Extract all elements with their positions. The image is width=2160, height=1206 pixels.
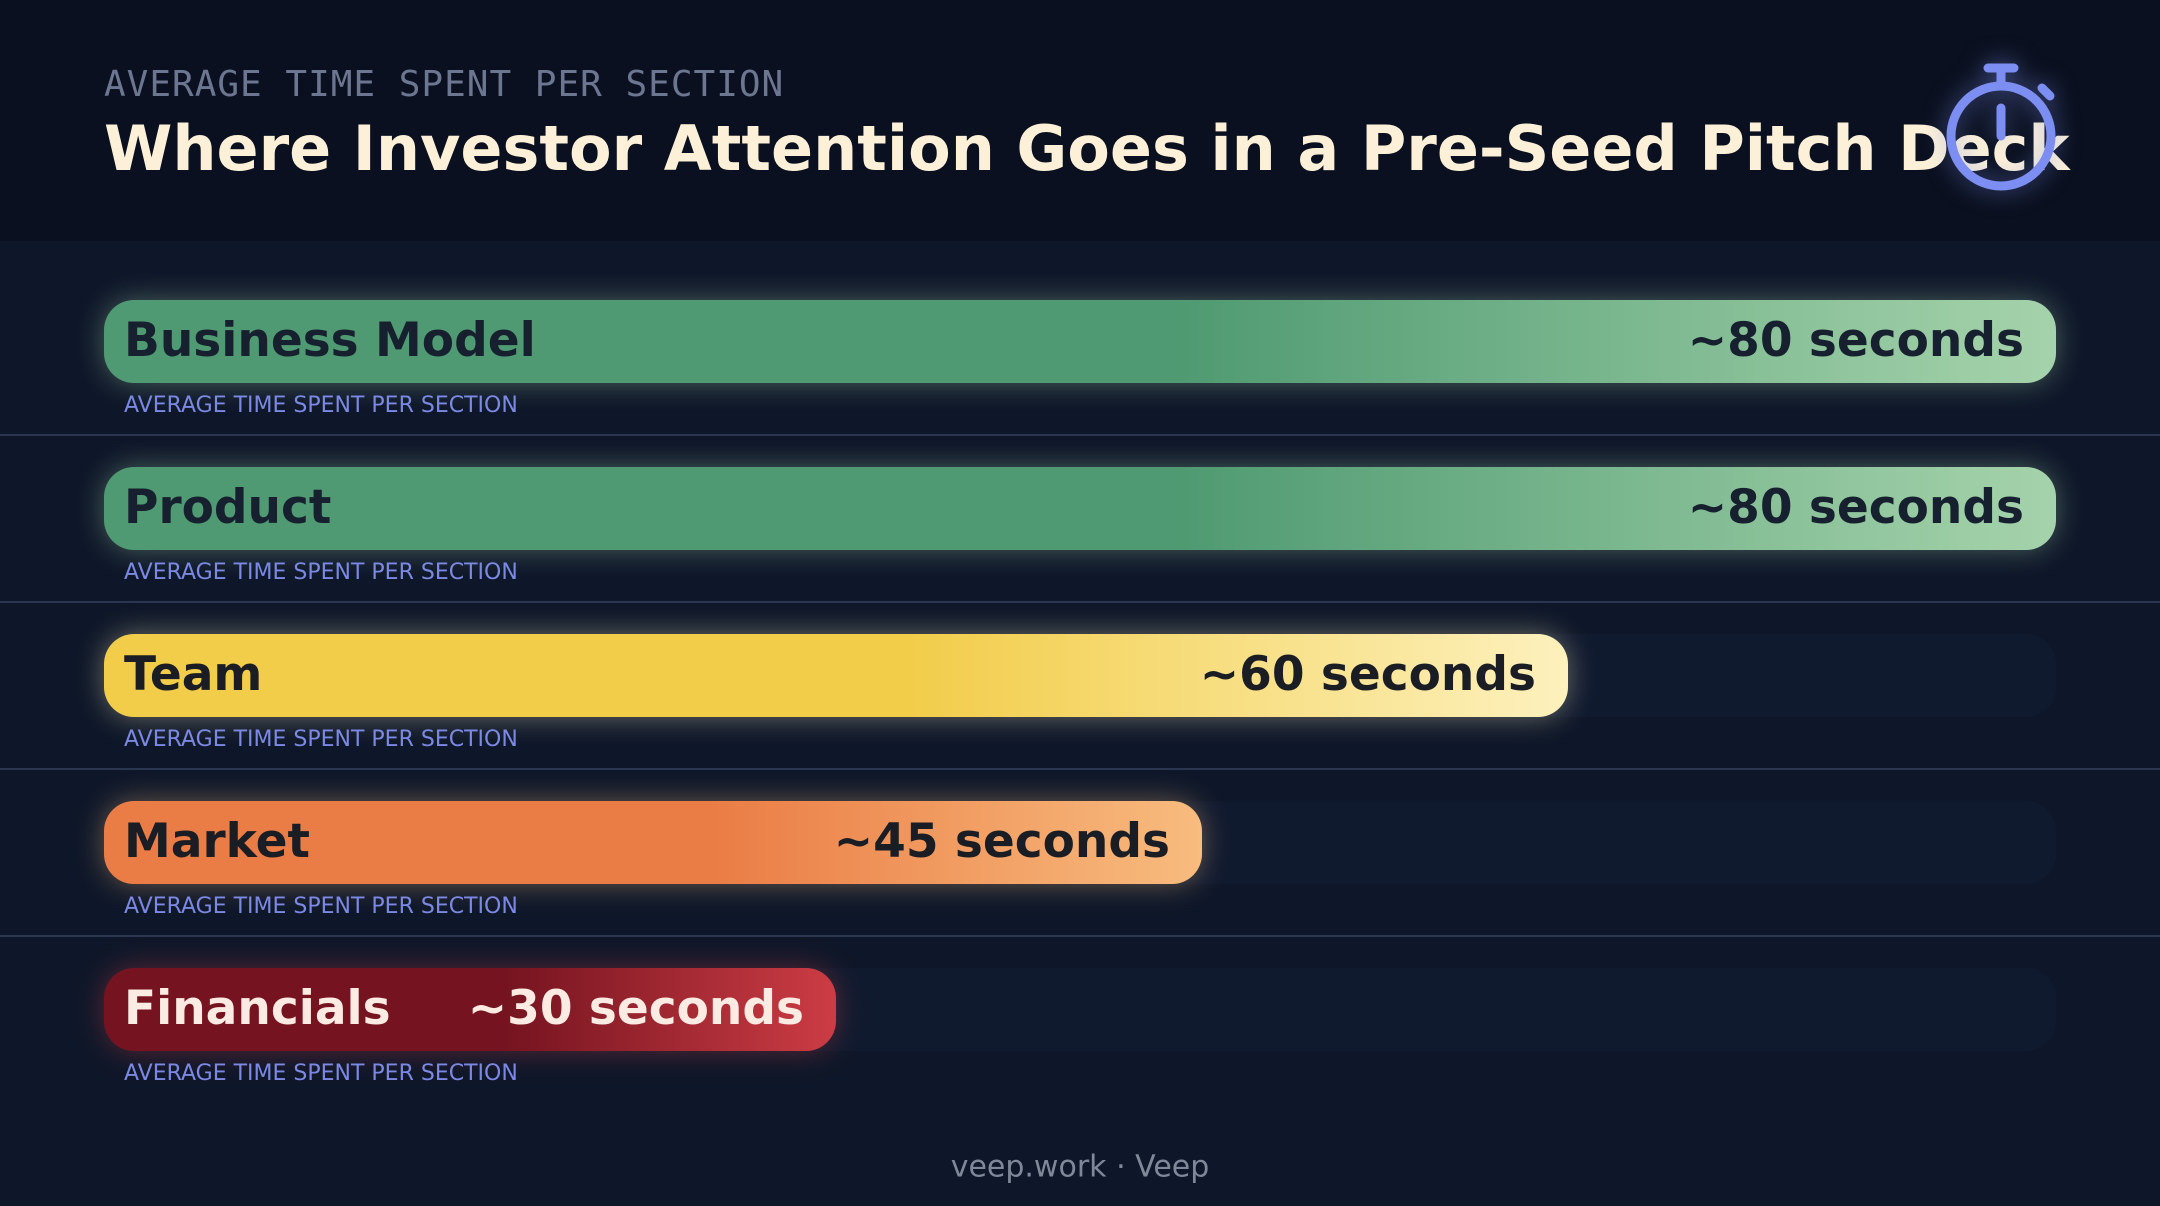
bar (104, 467, 2056, 550)
bar-caption: AVERAGE TIME SPENT PER SECTION (124, 393, 518, 418)
category-label: Financials (124, 981, 391, 1036)
value-label: ~60 seconds (1200, 647, 1536, 702)
category-label: Business Model (124, 313, 536, 368)
header-band (0, 0, 2160, 241)
bar (104, 968, 836, 1051)
category-label: Team (124, 647, 262, 702)
bar-caption: AVERAGE TIME SPENT PER SECTION (124, 894, 518, 919)
bar (104, 300, 2056, 383)
chart-subtitle: AVERAGE TIME SPENT PER SECTION (104, 64, 784, 105)
bar (104, 634, 1568, 717)
category-label: Market (124, 814, 310, 869)
category-label: Product (124, 480, 331, 535)
value-label: ~80 seconds (1688, 480, 2024, 535)
footer: veep.work · Veep (951, 1150, 1210, 1185)
bar-caption: AVERAGE TIME SPENT PER SECTION (124, 1061, 518, 1086)
bar (104, 801, 1202, 884)
stopwatch-icon (1946, 63, 2056, 191)
value-label: ~30 seconds (468, 981, 804, 1036)
value-label: ~80 seconds (1688, 313, 2024, 368)
value-label: ~45 seconds (834, 814, 1170, 869)
bar-caption: AVERAGE TIME SPENT PER SECTION (124, 727, 518, 752)
bar-caption: AVERAGE TIME SPENT PER SECTION (124, 560, 518, 585)
chart-title: Where Investor Attention Goes in a Pre-S… (104, 112, 2071, 185)
